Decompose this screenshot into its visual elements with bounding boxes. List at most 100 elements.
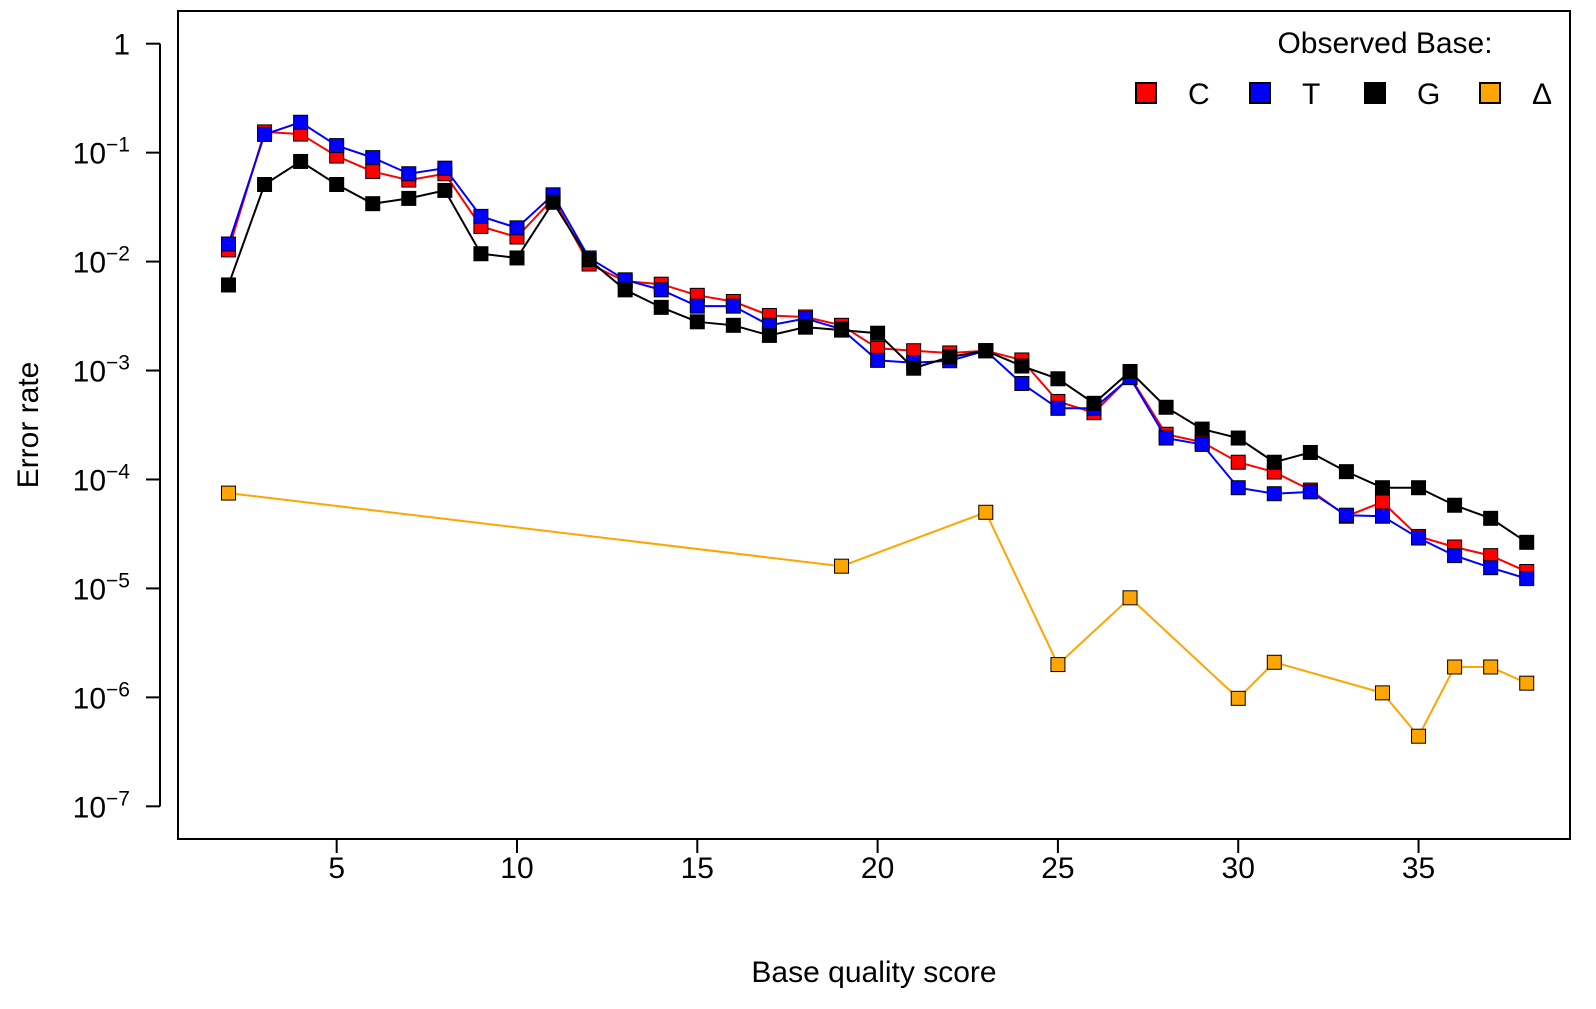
data-point (725, 317, 741, 333)
data-point (906, 360, 922, 376)
data-point (581, 252, 597, 268)
data-point (1447, 548, 1463, 564)
data-point (1302, 484, 1318, 500)
y-axis: 1 10−1 10−2 10−3 10−4 10−5 10−6 10−7 (73, 29, 161, 824)
data-point (257, 126, 273, 142)
legend-label: Δ (1532, 78, 1552, 111)
data-point (293, 153, 309, 169)
legend-swatch (1249, 82, 1271, 104)
legend-label: T (1302, 78, 1320, 111)
series-3 (220, 485, 1535, 744)
data-point (1230, 690, 1246, 706)
data-point (653, 282, 669, 298)
data-point (1014, 358, 1030, 374)
data-point (1338, 464, 1354, 480)
x-axis: 5 10 15 20 25 30 35 (328, 838, 1435, 885)
y-axis-label: Error rate (12, 362, 45, 489)
data-point (1483, 560, 1499, 576)
data-point (1266, 486, 1282, 502)
y-tick-label: 10−2 (73, 243, 130, 280)
data-point (1050, 400, 1066, 416)
data-point (1447, 497, 1463, 513)
data-point (834, 322, 850, 338)
data-point (1122, 590, 1138, 606)
y-tick-label: 10−3 (73, 352, 130, 389)
data-point (870, 325, 886, 341)
data-point (437, 182, 453, 198)
data-point (1050, 657, 1066, 673)
x-tick-label: 25 (1041, 852, 1074, 885)
data-point (1483, 510, 1499, 526)
series-layer (220, 114, 1535, 744)
data-point (1050, 371, 1066, 387)
data-point (509, 220, 525, 236)
data-point (1519, 534, 1535, 550)
data-point (1374, 508, 1390, 524)
y-tick-label: 10−4 (73, 460, 131, 497)
data-point (437, 160, 453, 176)
series-0 (220, 124, 1535, 579)
y-tick-label: 10−6 (73, 678, 130, 715)
data-point (220, 236, 236, 252)
data-point (689, 314, 705, 330)
data-point (1122, 363, 1138, 379)
y-tick-label: 10−7 (73, 787, 130, 824)
data-point (293, 114, 309, 130)
legend-title: Observed Base: (1277, 27, 1492, 60)
legend-label: G (1417, 78, 1440, 111)
data-point (365, 196, 381, 212)
data-point (1519, 675, 1535, 691)
data-point (365, 150, 381, 166)
x-axis-label: Base quality score (751, 956, 996, 989)
data-point (1014, 376, 1030, 392)
data-point (401, 166, 417, 182)
x-tick-label: 35 (1402, 852, 1435, 885)
data-point (1266, 654, 1282, 670)
x-tick-label: 10 (500, 852, 533, 885)
data-point (689, 298, 705, 314)
x-tick-label: 20 (861, 852, 894, 885)
data-point (1374, 494, 1390, 510)
data-point (257, 176, 273, 192)
data-point (1374, 480, 1390, 496)
data-point (401, 190, 417, 206)
data-point (1447, 659, 1463, 675)
data-point (220, 485, 236, 501)
series-line (228, 492, 1528, 739)
data-point (725, 298, 741, 314)
data-point (870, 352, 886, 368)
data-point (1194, 421, 1210, 437)
legend-label: C (1188, 78, 1210, 111)
data-point (1158, 430, 1174, 446)
data-point (1086, 395, 1102, 411)
data-point (942, 349, 958, 365)
legend-swatch (1364, 82, 1386, 104)
legend-swatch (1135, 82, 1157, 104)
data-point (1338, 507, 1354, 523)
plot-frame (177, 10, 1571, 840)
legend: Observed Base: C T G Δ (1135, 27, 1552, 111)
data-point (1483, 659, 1499, 675)
data-point (1230, 454, 1246, 470)
data-point (797, 319, 813, 335)
x-tick-label: 15 (681, 852, 714, 885)
y-tick-label: 1 (113, 29, 130, 62)
data-point (1519, 571, 1535, 587)
data-point (220, 277, 236, 293)
data-point (1230, 480, 1246, 496)
data-point (509, 250, 525, 266)
series-1 (220, 114, 1535, 587)
data-point (1230, 430, 1246, 446)
data-point (834, 558, 850, 574)
data-point (1411, 728, 1427, 744)
data-point (1266, 454, 1282, 470)
data-point (329, 138, 345, 154)
data-point (1411, 480, 1427, 496)
data-point (329, 176, 345, 192)
data-point (1302, 444, 1318, 460)
data-point (473, 246, 489, 262)
series-2 (220, 153, 1535, 550)
data-point (617, 282, 633, 298)
data-point (978, 504, 994, 520)
